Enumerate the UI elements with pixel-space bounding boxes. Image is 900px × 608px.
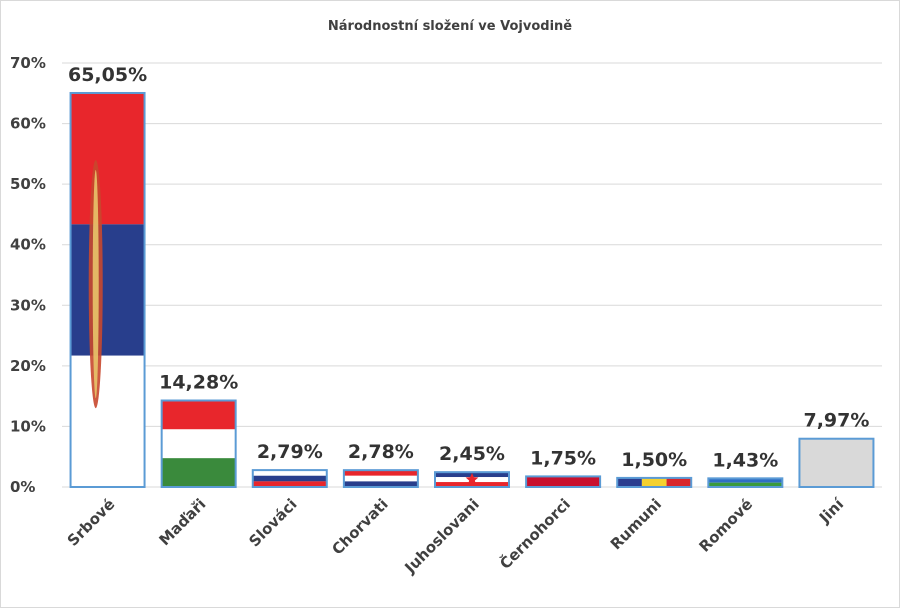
bar-stripe — [252, 481, 327, 487]
y-tick-label: 10% — [10, 417, 46, 435]
y-tick-label: 20% — [10, 357, 46, 375]
bar-stripe — [708, 478, 783, 483]
star-icon — [465, 472, 479, 485]
bar-stripe — [161, 400, 236, 430]
bar-stripe — [70, 92, 145, 225]
data-label-jini: 7,97% — [803, 410, 869, 432]
bar-stripe — [252, 470, 327, 476]
y-axis: 0% 10% 20% 30% 40% 50% 60% 70% — [10, 54, 46, 496]
bar-outline — [160, 399, 237, 488]
bar-stripe — [252, 475, 327, 482]
bar-outline — [434, 471, 510, 489]
data-label-juhoslovani: 2,45% — [439, 443, 505, 465]
bar-outline — [616, 476, 693, 488]
y-tick-label: 30% — [10, 296, 46, 314]
bar-stripe — [343, 470, 418, 476]
bar-cernohorci — [525, 475, 602, 488]
bar-rumuni — [616, 476, 693, 488]
bar-stripe — [70, 355, 145, 487]
data-labels: 65,05% 14,28% 2,79% 2,78% 2,45% 1,75% 1,50% 1,4… — [68, 64, 869, 471]
bars — [69, 91, 875, 489]
y-tick-label: 70% — [10, 54, 46, 72]
data-label-chorvati: 2,78% — [348, 441, 414, 463]
data-label-cernohorci: 1,75% — [530, 447, 596, 469]
data-label-madari: 14,28% — [159, 372, 238, 394]
data-label-romove: 1,43% — [712, 449, 778, 471]
bar-stripe — [70, 224, 145, 356]
bar-stripe — [526, 476, 601, 487]
bar-chorvati — [342, 469, 419, 488]
data-label-rumuni: 1,50% — [621, 449, 687, 471]
bar-stripe — [343, 481, 418, 487]
bar-madari — [160, 399, 237, 488]
bar-stripe — [435, 482, 509, 487]
bar-stripe — [343, 475, 418, 482]
chart-title: Národnostní složení ve Vojvodině — [328, 19, 572, 34]
data-label-slovaci: 2,79% — [257, 441, 323, 463]
y-tick-label: 60% — [10, 115, 46, 133]
bar-juhoslovani — [434, 471, 510, 489]
y-tick-label: 40% — [10, 236, 46, 254]
bar-stripe — [708, 482, 783, 487]
bar-stripe — [161, 429, 236, 459]
bar-slovaci — [251, 469, 328, 489]
bar-stripe — [799, 438, 874, 487]
bar-outline — [798, 437, 875, 489]
bar-romove — [707, 477, 784, 489]
y-tick-label: 0% — [10, 478, 35, 496]
y-tick-label: 50% — [10, 175, 46, 193]
bar-outline — [69, 91, 146, 489]
bar-srbove — [69, 91, 146, 489]
coat-of-arms-emblem — [88, 159, 103, 409]
bar-stripe — [617, 477, 642, 487]
bar-stripe — [666, 477, 692, 487]
bar-outline — [707, 477, 784, 489]
bar-stripe — [641, 477, 667, 487]
bar-jini — [798, 437, 875, 489]
bar-outline — [251, 469, 328, 489]
bar-stripe — [161, 458, 236, 487]
data-label-srbove: 65,05% — [68, 64, 147, 86]
bar-outline — [525, 475, 602, 488]
bar-outline — [342, 469, 419, 488]
